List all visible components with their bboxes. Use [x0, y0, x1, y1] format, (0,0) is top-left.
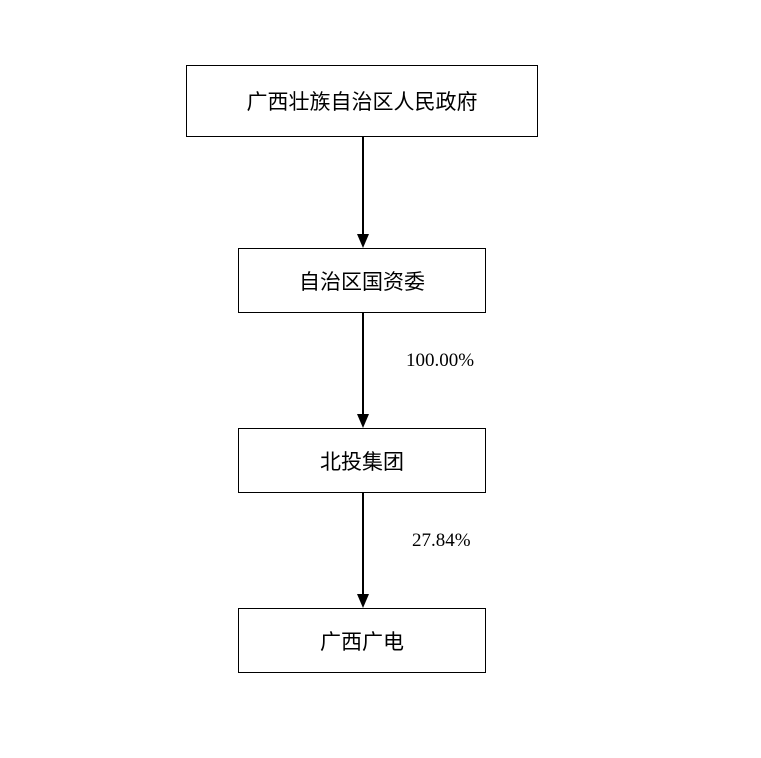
edge-label-text: 100.00%	[406, 350, 474, 371]
edge-line-1	[362, 137, 364, 234]
node-label: 广西壮族自治区人民政府	[247, 86, 478, 116]
node-label: 北投集团	[320, 446, 404, 476]
org-node-guangdian: 广西广电	[238, 608, 486, 673]
node-label: 自治区国资委	[299, 266, 425, 296]
edge-label-3: 27.84%	[412, 530, 471, 552]
node-label: 广西广电	[320, 626, 404, 656]
org-node-sasac: 自治区国资委	[238, 248, 486, 313]
edge-arrow-1	[357, 234, 369, 248]
edge-label-2: 100.00%	[406, 350, 474, 372]
org-node-government: 广西壮族自治区人民政府	[186, 65, 538, 137]
edge-arrow-2	[357, 414, 369, 428]
edge-label-text: 27.84%	[412, 530, 471, 551]
edge-line-3	[362, 493, 364, 594]
org-node-beitou: 北投集团	[238, 428, 486, 493]
edge-line-2	[362, 313, 364, 414]
edge-arrow-3	[357, 594, 369, 608]
